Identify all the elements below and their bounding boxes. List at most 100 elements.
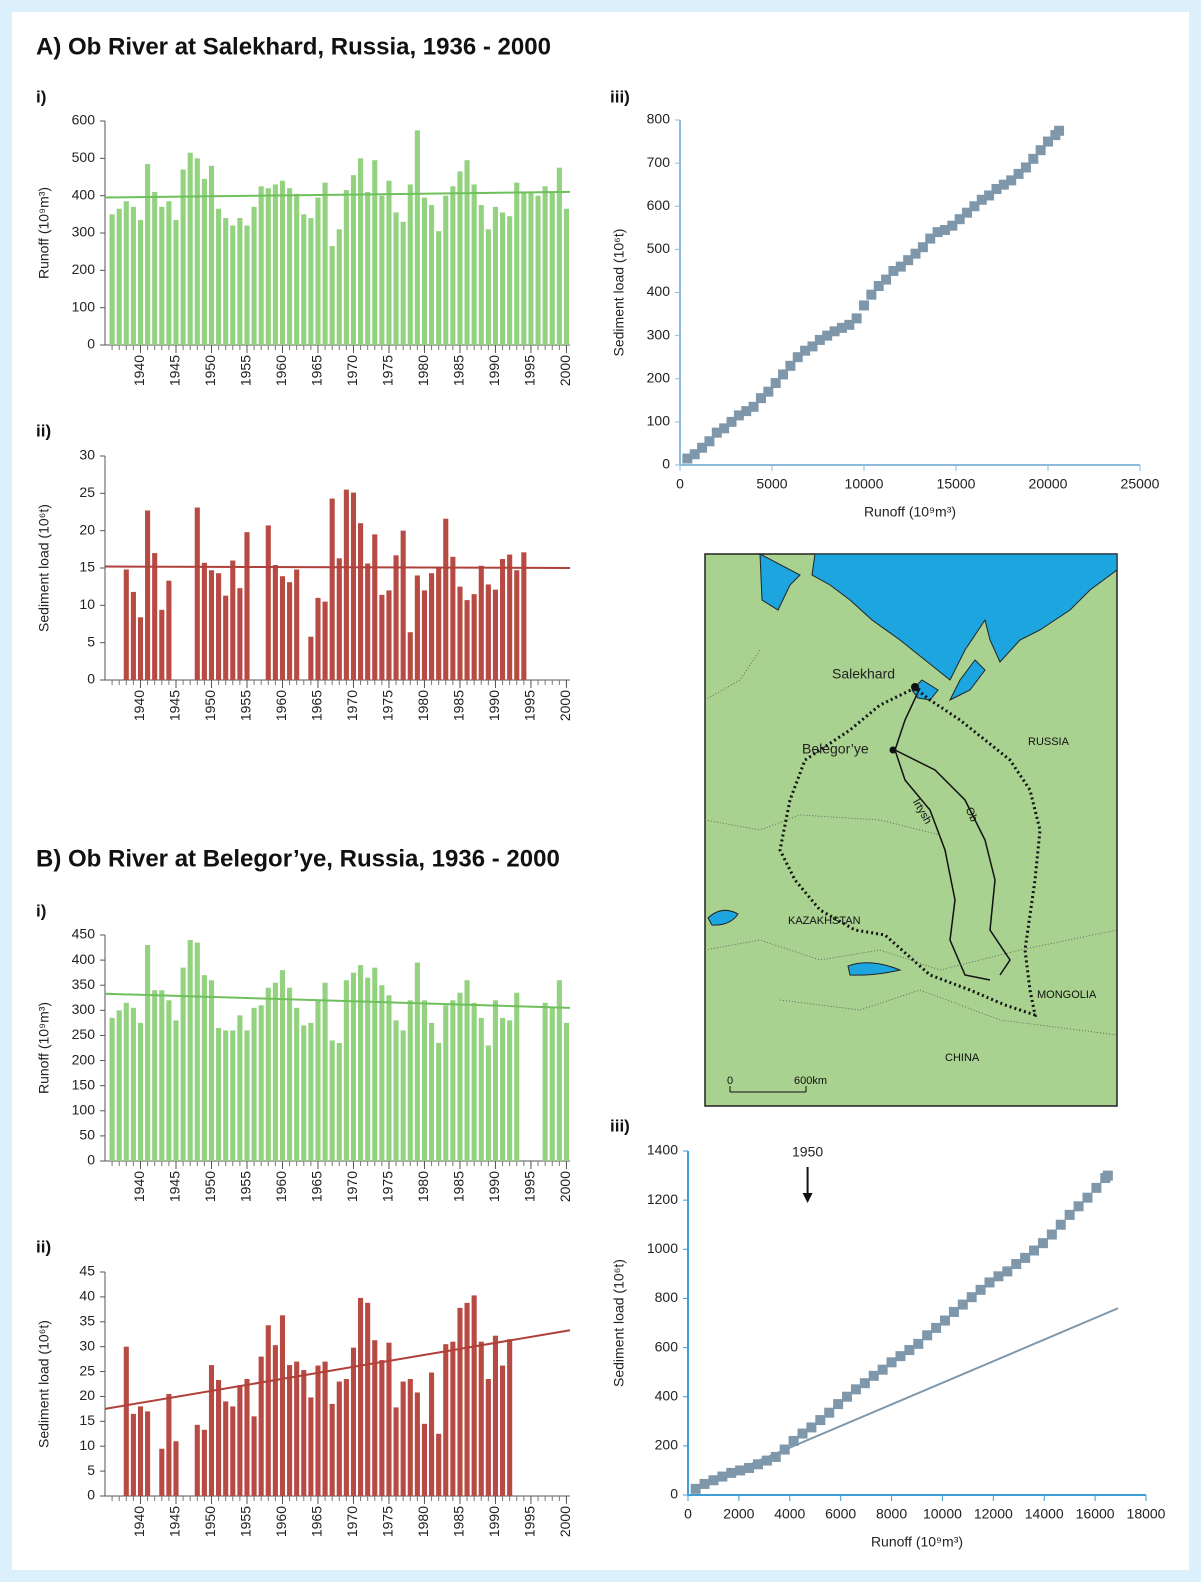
point: [824, 1407, 835, 1418]
point: [697, 442, 708, 453]
bar: [180, 169, 186, 345]
x-tick-label: 2000: [723, 1506, 754, 1522]
panel-label: i): [36, 87, 46, 106]
bar: [258, 186, 264, 345]
x-tick-label: 1945: [167, 690, 183, 721]
map-label: RUSSIA: [1028, 736, 1070, 748]
x-tick-label: 0: [676, 476, 684, 492]
bar: [152, 990, 158, 1161]
x-tick-label: 1940: [131, 355, 147, 386]
y-tick-label: 15: [79, 1412, 95, 1428]
bar: [194, 942, 200, 1161]
y-tick-label: 10: [79, 596, 95, 612]
bar: [386, 1342, 392, 1496]
bar: [216, 1027, 222, 1161]
bar: [152, 553, 158, 680]
bar: [457, 1307, 463, 1496]
y-tick-label: 0: [87, 671, 95, 687]
x-tick-label: 1990: [486, 1171, 502, 1202]
map-label: MONGOLIA: [1037, 989, 1097, 1001]
bar: [130, 206, 136, 345]
bar: [301, 1025, 307, 1161]
x-tick-label: 12000: [974, 1506, 1013, 1522]
bar: [436, 1042, 442, 1161]
bar: [407, 1379, 413, 1496]
y-axis-label: Sediment load (10⁶t): [36, 504, 52, 632]
y-tick-label: 35: [79, 1312, 95, 1328]
point: [807, 341, 818, 352]
point: [939, 1315, 950, 1326]
bar: [244, 1379, 250, 1496]
x-tick-label: 1985: [451, 1171, 467, 1202]
x-tick-label: 1955: [238, 1171, 254, 1202]
bar: [287, 1365, 293, 1496]
y-tick-label: 600: [655, 1338, 679, 1354]
bar: [542, 1002, 548, 1161]
y-tick-label: 200: [655, 1437, 679, 1453]
bar: [556, 980, 562, 1161]
point: [800, 345, 811, 356]
bar: [407, 1000, 413, 1161]
x-tick-label: 1955: [238, 1506, 254, 1537]
point: [917, 242, 928, 253]
bar: [457, 171, 463, 345]
point: [797, 1428, 808, 1439]
point: [913, 1338, 924, 1349]
x-tick-label: 4000: [774, 1506, 805, 1522]
bar: [528, 191, 534, 345]
bar: [379, 594, 385, 680]
bar: [201, 562, 207, 680]
y-tick-label: 5: [87, 633, 95, 649]
map-scale: 600km: [794, 1075, 827, 1087]
trend-line: [104, 190, 571, 199]
y-tick-label: 0: [662, 456, 670, 472]
bar: [464, 600, 470, 680]
bar: [251, 1007, 257, 1161]
map-label: CHINA: [945, 1052, 980, 1064]
x-tick-label: 1980: [415, 355, 431, 386]
bar: [251, 1416, 257, 1496]
map-scale: 0: [727, 1075, 733, 1087]
point: [690, 1483, 701, 1494]
point: [1035, 145, 1046, 156]
y-tick-label: 400: [647, 283, 671, 299]
bar: [322, 601, 328, 680]
bar: [244, 532, 250, 680]
x-tick-label: 2000: [557, 1171, 573, 1202]
bar: [421, 1000, 428, 1161]
bar: [443, 518, 449, 680]
map-label: Salekhard: [832, 666, 895, 682]
bar: [223, 218, 229, 345]
point: [993, 1271, 1004, 1282]
bar: [279, 576, 286, 680]
bar: [379, 1360, 385, 1496]
bar: [485, 1045, 491, 1161]
point: [975, 1284, 986, 1295]
bar: [258, 1356, 264, 1496]
bar: [230, 560, 236, 680]
x-tick-label: 1985: [451, 690, 467, 721]
point: [682, 453, 693, 464]
section-title: A) Ob River at Salekhard, Russia, 1936 -…: [36, 33, 551, 60]
bar: [507, 554, 513, 680]
y-axis-label: Sediment load (10⁶t): [611, 1259, 627, 1387]
bar: [173, 219, 179, 345]
x-tick-label: 1980: [415, 1506, 431, 1537]
bar: [166, 1000, 172, 1161]
point: [833, 1399, 844, 1410]
x-tick-label: 1955: [238, 690, 254, 721]
bar: [485, 584, 491, 680]
bar: [194, 507, 200, 680]
bar: [471, 1295, 477, 1496]
y-tick-label: 10: [79, 1437, 95, 1453]
bar: [436, 231, 442, 345]
point: [752, 1459, 763, 1470]
x-tick-label: 2000: [557, 1506, 573, 1537]
point: [699, 1478, 710, 1489]
bar: [237, 218, 243, 345]
point: [904, 1345, 915, 1356]
bar: [542, 186, 548, 345]
bar: [315, 1000, 321, 1161]
bar: [294, 1007, 300, 1161]
bar: [244, 1030, 250, 1161]
